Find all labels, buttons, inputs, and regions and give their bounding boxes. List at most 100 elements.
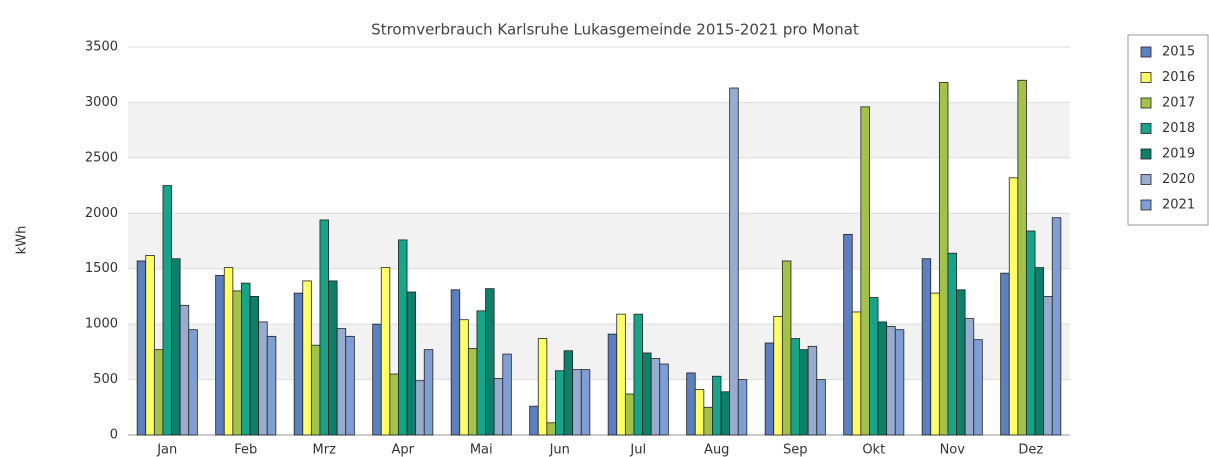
bar xyxy=(406,291,417,436)
bar xyxy=(633,313,643,436)
x-tick-label: Apr xyxy=(392,443,415,457)
bar xyxy=(398,239,408,436)
bar xyxy=(947,252,957,436)
bar xyxy=(249,296,260,436)
bar xyxy=(712,375,722,436)
legend-swatch xyxy=(1140,46,1152,58)
y-tick-label: 3000 xyxy=(85,95,118,110)
bar xyxy=(703,406,713,436)
bar xyxy=(215,274,225,436)
bar xyxy=(302,280,312,436)
bar xyxy=(136,260,147,436)
bar xyxy=(336,328,347,436)
legend-label: 2020 xyxy=(1162,172,1195,187)
bar xyxy=(1043,296,1053,436)
plot-band xyxy=(128,102,1070,158)
bar xyxy=(380,267,391,436)
bar xyxy=(781,260,792,436)
legend-swatch xyxy=(1140,72,1152,83)
bar xyxy=(467,348,478,436)
bar xyxy=(345,335,355,436)
bar xyxy=(476,310,486,436)
bar xyxy=(860,106,870,436)
legend-swatch xyxy=(1140,199,1152,211)
y-tick-label: 0 xyxy=(110,428,118,443)
bar xyxy=(389,373,399,436)
x-tick-label: Sep xyxy=(783,443,808,457)
bar xyxy=(1008,177,1019,436)
bar xyxy=(737,379,748,436)
bar xyxy=(293,292,304,436)
legend-label: 2018 xyxy=(1162,121,1195,136)
bar xyxy=(894,329,905,436)
bar xyxy=(328,280,338,436)
bar xyxy=(650,358,661,436)
y-tick-label: 2500 xyxy=(85,150,118,165)
x-tick-label: Aug xyxy=(704,443,729,457)
bar xyxy=(642,352,652,436)
bar xyxy=(188,329,198,436)
bar xyxy=(764,342,775,436)
bar xyxy=(537,338,548,436)
x-tick-label: Jun xyxy=(549,443,570,457)
bar xyxy=(807,345,818,436)
legend-label: 2021 xyxy=(1162,198,1195,213)
legend-swatch xyxy=(1140,97,1152,109)
legend-label: 2019 xyxy=(1162,147,1195,162)
bar xyxy=(310,344,321,436)
bar xyxy=(546,422,556,436)
bar xyxy=(659,363,669,436)
x-tick-label: Okt xyxy=(862,443,885,457)
bar xyxy=(319,219,329,436)
bar xyxy=(1000,272,1010,436)
legend-swatch xyxy=(1140,148,1152,160)
bar xyxy=(843,233,853,436)
y-tick-label: 2000 xyxy=(85,206,118,221)
bar xyxy=(223,267,234,436)
x-tick-label: Jan xyxy=(156,443,177,457)
legend-label: 2016 xyxy=(1162,70,1195,85)
bar xyxy=(372,323,382,436)
x-tick-label: Mai xyxy=(470,443,493,457)
bar xyxy=(580,369,591,436)
bar xyxy=(258,321,268,436)
bar xyxy=(624,393,635,436)
y-tick-label: 1500 xyxy=(85,261,118,276)
bar xyxy=(555,370,565,436)
bar xyxy=(485,288,495,436)
y-tick-label: 500 xyxy=(93,372,118,387)
y-axis-label: kWh xyxy=(15,226,30,255)
bar xyxy=(1034,267,1045,436)
chart-title: Stromverbrauch Karlsruhe Lukasgemeinde 2… xyxy=(371,21,859,39)
bar xyxy=(686,372,696,436)
bar xyxy=(563,350,574,436)
legend-swatch xyxy=(1140,174,1152,185)
bar xyxy=(162,185,172,436)
x-tick-label: Mrz xyxy=(313,443,337,457)
bar xyxy=(956,289,966,436)
bar xyxy=(179,304,190,436)
bar xyxy=(694,389,705,436)
bar xyxy=(529,405,539,436)
bar xyxy=(1026,230,1036,436)
y-tick-label: 1000 xyxy=(85,317,118,332)
legend-label: 2015 xyxy=(1162,45,1195,60)
bar xyxy=(493,378,504,436)
bar xyxy=(886,325,896,436)
bar xyxy=(415,380,425,436)
bar xyxy=(921,258,932,436)
bar xyxy=(938,82,949,436)
bar xyxy=(799,349,809,436)
bar xyxy=(851,311,862,436)
bar xyxy=(1051,217,1062,436)
bar xyxy=(145,255,155,436)
bar xyxy=(616,313,626,436)
bar xyxy=(790,338,800,436)
bar xyxy=(241,282,251,436)
bar xyxy=(729,87,739,436)
bar xyxy=(964,318,975,436)
bar xyxy=(1017,79,1027,436)
bar xyxy=(171,258,181,436)
legend-label: 2017 xyxy=(1162,96,1195,111)
